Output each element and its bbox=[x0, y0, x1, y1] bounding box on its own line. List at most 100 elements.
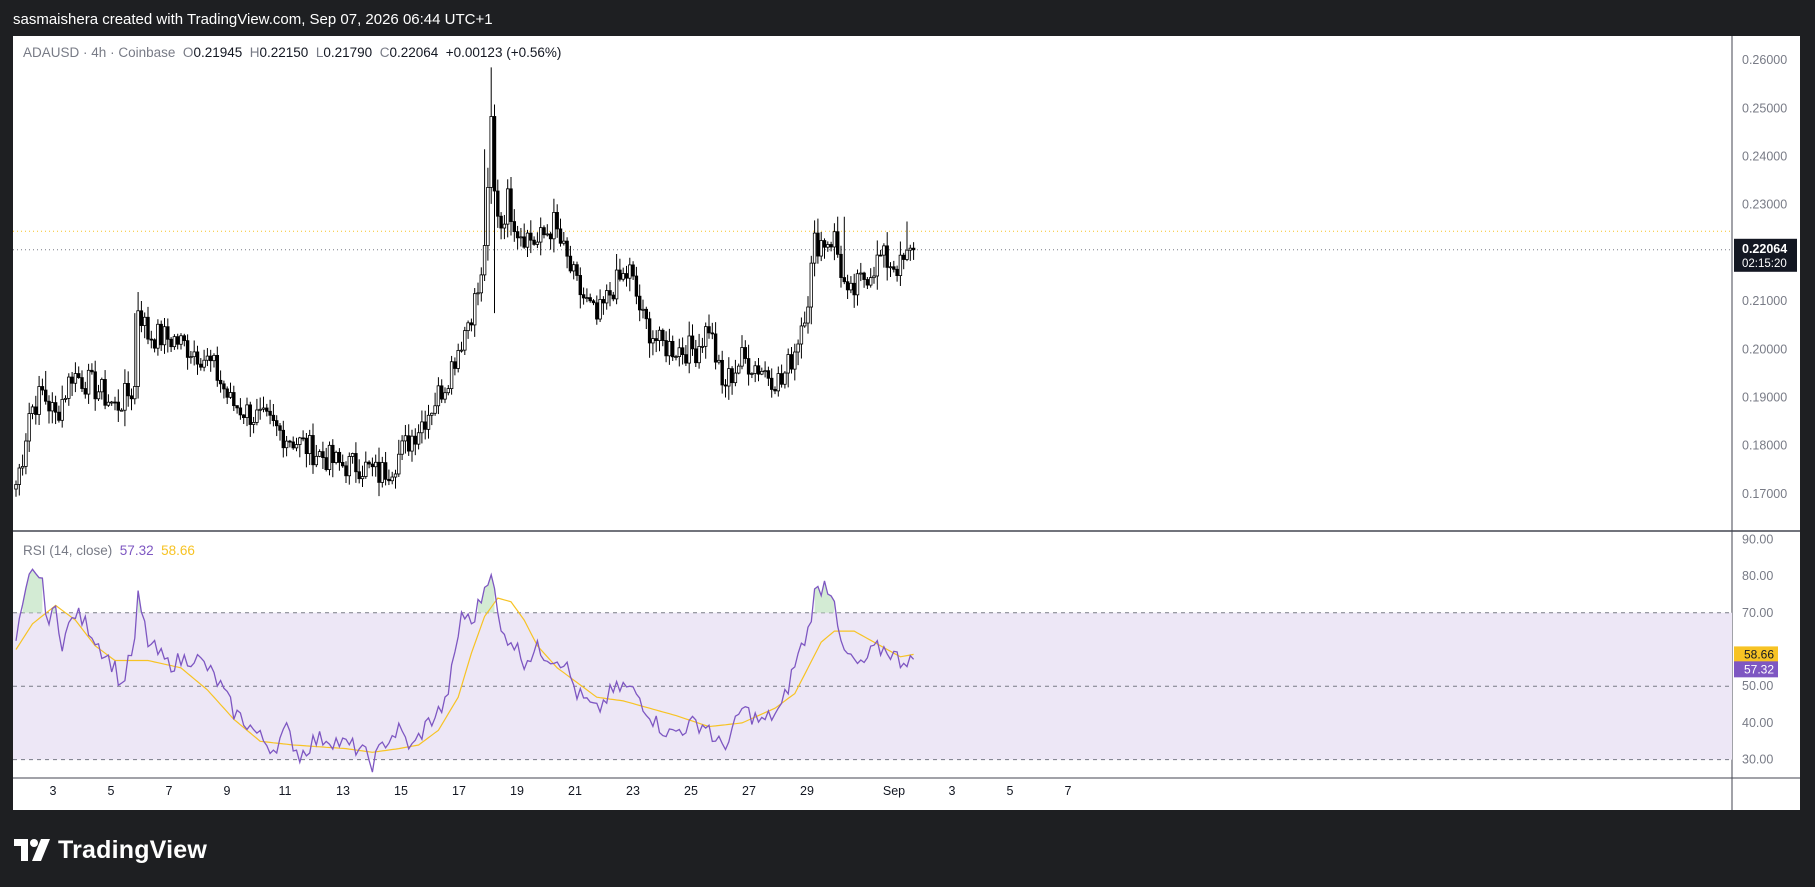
candle-body[interactable] bbox=[96, 391, 101, 400]
candle-body[interactable] bbox=[350, 453, 355, 457]
candle-body[interactable] bbox=[212, 354, 216, 362]
candle-body[interactable] bbox=[793, 351, 797, 370]
candle-body[interactable] bbox=[67, 376, 71, 399]
candle-body[interactable] bbox=[426, 414, 431, 430]
candle-body[interactable] bbox=[44, 389, 48, 402]
candle-body[interactable] bbox=[321, 451, 325, 459]
candle-body[interactable] bbox=[575, 264, 579, 276]
candle-body[interactable] bbox=[324, 457, 328, 470]
candle-body[interactable] bbox=[370, 463, 375, 468]
candle-body[interactable] bbox=[783, 372, 787, 385]
candle-body[interactable] bbox=[83, 388, 87, 395]
candle-body[interactable] bbox=[202, 359, 206, 368]
candle-body[interactable] bbox=[568, 255, 573, 272]
candle-body[interactable] bbox=[393, 473, 398, 478]
candle-body[interactable] bbox=[816, 232, 820, 257]
candle-body[interactable] bbox=[621, 273, 625, 280]
candle-body[interactable] bbox=[803, 322, 807, 327]
candle-body[interactable] bbox=[133, 386, 137, 400]
candle-body[interactable] bbox=[697, 346, 701, 364]
candle-body[interactable] bbox=[241, 414, 246, 419]
candle-body[interactable] bbox=[476, 292, 480, 295]
candle-body[interactable] bbox=[30, 406, 35, 414]
candle-body[interactable] bbox=[496, 190, 500, 217]
candle-body[interactable] bbox=[723, 384, 728, 387]
candle-body[interactable] bbox=[562, 240, 566, 244]
candle-body[interactable] bbox=[611, 294, 615, 300]
candle-body[interactable] bbox=[278, 425, 282, 431]
interval-label[interactable]: 4h bbox=[91, 45, 107, 60]
candle-body[interactable] bbox=[618, 269, 622, 280]
candle-body[interactable] bbox=[162, 326, 167, 346]
candle-body[interactable] bbox=[806, 306, 810, 324]
candle-body[interactable] bbox=[47, 400, 51, 412]
candle-body[interactable] bbox=[628, 264, 632, 279]
candle-body[interactable] bbox=[482, 245, 487, 276]
candle-body[interactable] bbox=[136, 310, 140, 387]
candle-body[interactable] bbox=[572, 264, 576, 272]
candle-body[interactable] bbox=[331, 444, 335, 463]
candle-body[interactable] bbox=[750, 373, 754, 375]
candle-body[interactable] bbox=[466, 322, 470, 332]
candle-body[interactable] bbox=[106, 401, 111, 406]
candle-body[interactable] bbox=[291, 441, 295, 449]
candle-body[interactable] bbox=[261, 407, 266, 410]
candle-body[interactable] bbox=[77, 373, 81, 378]
candle-body[interactable] bbox=[334, 451, 338, 463]
candle-body[interactable] bbox=[651, 338, 655, 344]
candle-body[interactable] bbox=[684, 354, 688, 364]
candle-body[interactable] bbox=[674, 356, 678, 358]
candle-body[interactable] bbox=[225, 388, 229, 398]
candle-body[interactable] bbox=[17, 467, 21, 485]
candle-body[interactable] bbox=[892, 266, 896, 270]
candle-body[interactable] bbox=[558, 228, 563, 244]
candle-body[interactable] bbox=[872, 275, 876, 279]
candle-body[interactable] bbox=[539, 227, 543, 243]
candle-body[interactable] bbox=[235, 405, 239, 409]
candle-body[interactable] bbox=[192, 351, 196, 358]
candle-body[interactable] bbox=[245, 404, 249, 419]
candle-body[interactable] bbox=[139, 310, 144, 326]
candle-body[interactable] bbox=[24, 440, 28, 467]
candle-body[interactable] bbox=[281, 429, 285, 449]
candle-body[interactable] bbox=[532, 239, 536, 245]
candle-body[interactable] bbox=[86, 369, 91, 395]
candle-body[interactable] bbox=[456, 350, 460, 369]
candle-body[interactable] bbox=[265, 407, 269, 412]
candle-body[interactable] bbox=[205, 355, 210, 361]
candle-body[interactable] bbox=[53, 402, 58, 413]
candle-body[interactable] bbox=[852, 282, 856, 296]
candle-body[interactable] bbox=[166, 326, 170, 340]
candle-body[interactable] bbox=[159, 323, 163, 346]
candle-body[interactable] bbox=[222, 383, 226, 390]
candle-body[interactable] bbox=[93, 371, 97, 400]
candle-body[interactable] bbox=[298, 437, 302, 445]
candle-body[interactable] bbox=[340, 462, 345, 467]
candle-body[interactable] bbox=[779, 373, 784, 385]
candle-body[interactable] bbox=[644, 308, 648, 320]
candle-body[interactable] bbox=[413, 435, 417, 445]
candle-body[interactable] bbox=[875, 254, 879, 277]
candle-body[interactable] bbox=[581, 294, 586, 299]
candle-body[interactable] bbox=[776, 373, 780, 392]
candle-body[interactable] bbox=[208, 355, 213, 362]
candle-body[interactable] bbox=[535, 241, 540, 245]
candle-body[interactable] bbox=[911, 247, 916, 251]
candle-body[interactable] bbox=[301, 437, 305, 440]
candle-body[interactable] bbox=[519, 236, 523, 239]
candle-body[interactable] bbox=[905, 249, 909, 260]
candle-body[interactable] bbox=[865, 279, 870, 286]
candle-body[interactable] bbox=[585, 297, 589, 300]
candle-body[interactable] bbox=[390, 476, 394, 482]
candle-body[interactable] bbox=[522, 236, 526, 248]
candle-body[interactable] bbox=[126, 383, 130, 397]
candle-body[interactable] bbox=[789, 354, 794, 370]
candle-body[interactable] bbox=[740, 347, 744, 367]
candle-body[interactable] bbox=[753, 365, 757, 374]
candle-body[interactable] bbox=[845, 281, 850, 291]
candle-body[interactable] bbox=[809, 262, 813, 308]
candle-body[interactable] bbox=[218, 379, 223, 385]
candle-body[interactable] bbox=[743, 347, 747, 359]
candle-body[interactable] bbox=[430, 412, 434, 416]
